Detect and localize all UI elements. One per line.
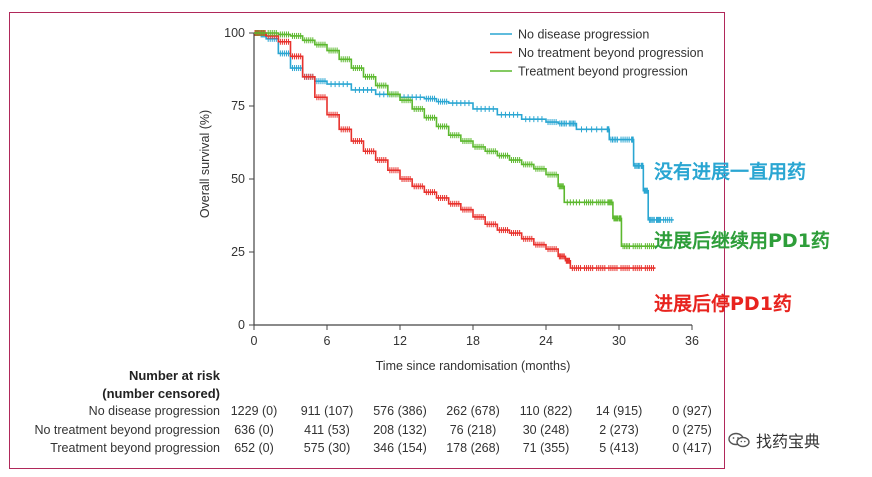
watermark: 找药宝典 xyxy=(728,428,820,452)
y-tick-label: 75 xyxy=(231,99,245,113)
annotation-treatment-beyond: 进展后继续用PD1药 xyxy=(654,230,830,252)
legend-label: No disease progression xyxy=(518,28,649,42)
risk-cell: 575 (30) xyxy=(303,441,351,455)
risk-cell: 178 (268) xyxy=(446,441,500,455)
watermark-text: 找药宝典 xyxy=(756,432,821,451)
x-tick-label: 12 xyxy=(393,334,407,348)
series-1 xyxy=(254,30,656,272)
risk-table-title: Number at risk xyxy=(128,368,220,383)
risk-cell: 346 (154) xyxy=(373,441,427,455)
risk-cell: 652 (0) xyxy=(234,441,274,455)
x-tick-label: 36 xyxy=(685,334,699,348)
annotation-no-treatment-beyond: 进展后停PD1药 xyxy=(654,293,792,315)
legend-label: Treatment beyond progression xyxy=(518,65,688,79)
risk-cell: 911 (107) xyxy=(300,404,354,418)
risk-cell: 2 (273) xyxy=(599,423,639,437)
annotation-no-progression: 没有进展一直用药 xyxy=(654,161,807,183)
risk-cell: 30 (248) xyxy=(522,423,570,437)
series-2 xyxy=(254,30,656,250)
risk-cell: 208 (132) xyxy=(373,423,427,437)
figure-frame xyxy=(9,12,725,469)
y-tick-label: 100 xyxy=(224,26,245,40)
y-axis-label: Overall survival (%) xyxy=(198,110,212,218)
risk-cell: 71 (355) xyxy=(522,441,570,455)
series-line xyxy=(254,32,674,221)
risk-cell: 636 (0) xyxy=(234,423,274,437)
risk-cell: 262 (678) xyxy=(446,404,500,418)
risk-cell: 76 (218) xyxy=(449,423,497,437)
risk-cell: 14 (915) xyxy=(595,404,643,418)
risk-row-label: Treatment beyond progression xyxy=(50,441,220,455)
risk-cell: 0 (275) xyxy=(672,423,712,437)
legend-label: No treatment beyond progression xyxy=(518,46,704,60)
risk-cell: 1229 (0) xyxy=(230,404,278,418)
risk-cell: 5 (413) xyxy=(599,441,639,455)
risk-table-subtitle: (number censored) xyxy=(102,386,220,401)
x-axis-label: Time since randomisation (months) xyxy=(376,359,571,373)
y-tick-label: 0 xyxy=(238,318,245,332)
risk-cell: 411 (53) xyxy=(304,423,350,437)
x-tick-label: 6 xyxy=(324,334,331,348)
risk-row-label: No treatment beyond progression xyxy=(34,423,220,437)
risk-cell: 0 (927) xyxy=(672,404,712,418)
risk-cell: 110 (822) xyxy=(519,404,573,418)
y-tick-label: 50 xyxy=(231,172,245,186)
risk-row-label: No disease progression xyxy=(88,404,220,418)
x-tick-label: 24 xyxy=(539,334,553,348)
risk-cell: 576 (386) xyxy=(373,404,427,418)
wechat-icon xyxy=(728,432,750,448)
x-tick-label: 30 xyxy=(612,334,626,348)
x-tick-label: 0 xyxy=(251,334,258,348)
x-tick-label: 18 xyxy=(466,334,480,348)
y-tick-label: 25 xyxy=(231,245,245,259)
risk-cell: 0 (417) xyxy=(672,441,712,455)
